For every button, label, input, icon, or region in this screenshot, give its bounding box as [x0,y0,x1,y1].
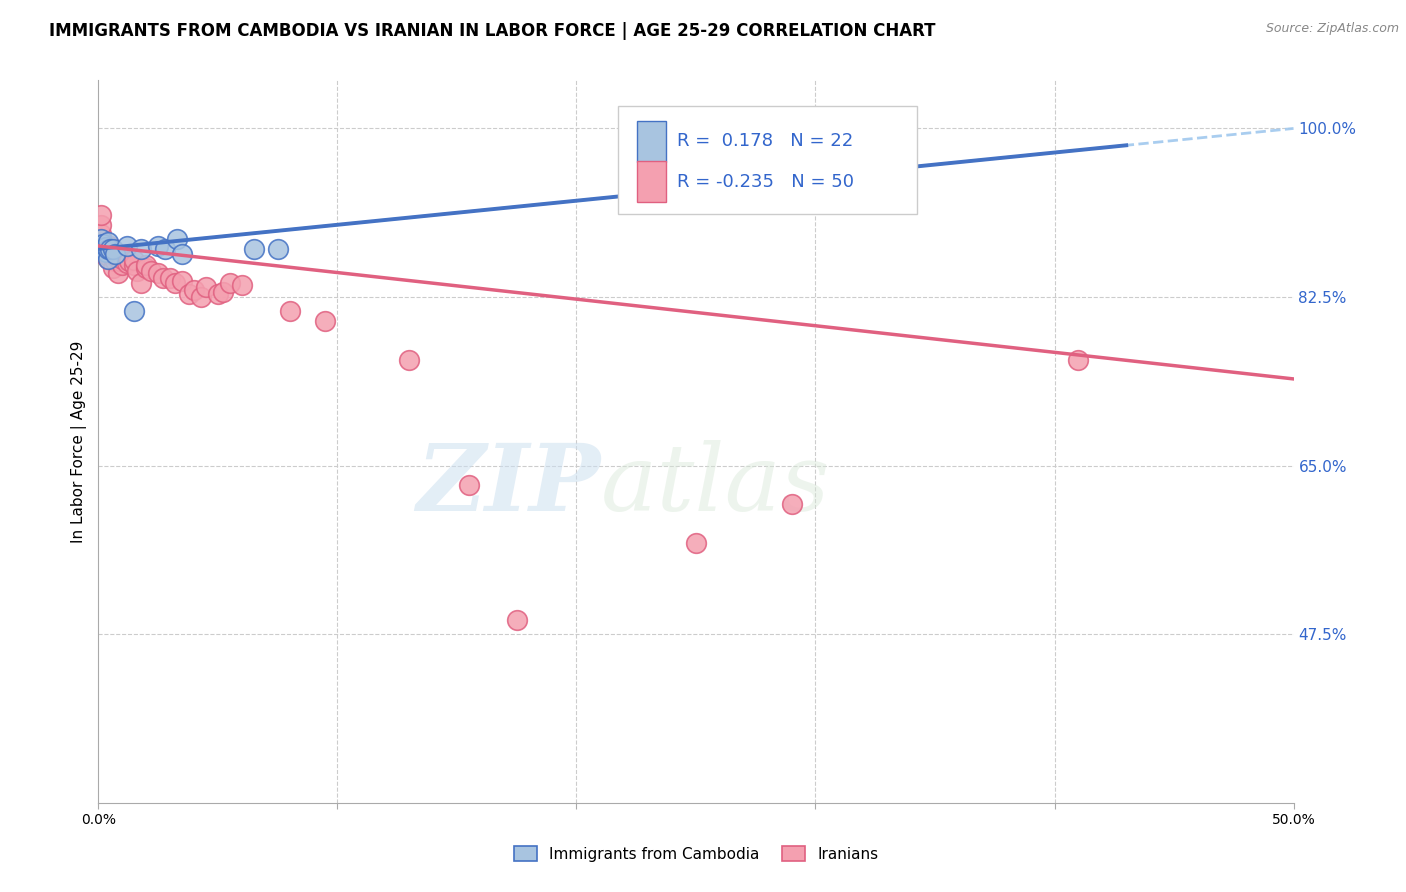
Point [118,254,141,268]
Point [111,252,134,266]
Point [159,270,181,285]
Point [458,478,481,492]
Point [94,242,117,256]
Text: ZIP: ZIP [416,440,600,530]
Point [124,253,146,268]
Point [90,218,112,232]
Point [190,290,212,304]
Point [135,258,157,272]
Point [267,242,290,256]
Point [155,242,177,256]
Point [166,232,188,246]
Point [315,314,337,328]
Point [91,242,114,256]
Point [97,235,120,249]
Point [135,261,157,276]
Point [98,239,122,253]
Point [91,246,114,260]
FancyBboxPatch shape [637,161,666,202]
Point [115,256,138,270]
Point [163,276,186,290]
Point [91,237,114,252]
Point [207,287,229,301]
Point [94,244,117,259]
Point [107,266,129,280]
Point [90,232,112,246]
Point [172,274,194,288]
Point [685,535,707,549]
Point [97,252,120,266]
Point [98,244,122,259]
Point [125,264,148,278]
Point [231,277,253,292]
Point [90,237,112,252]
FancyBboxPatch shape [637,120,666,162]
Text: R = -0.235   N = 50: R = -0.235 N = 50 [676,173,853,191]
Point [243,242,266,256]
Point [278,304,301,318]
Text: atlas: atlas [600,440,830,530]
Point [104,246,127,260]
Point [90,242,112,256]
Point [98,242,122,256]
Point [90,227,112,242]
Point [195,280,218,294]
Point [780,497,803,511]
Point [90,237,112,252]
Point [131,242,153,256]
Point [94,240,117,254]
Point [104,254,127,268]
Point [124,304,146,318]
Text: IMMIGRANTS FROM CAMBODIA VS IRANIAN IN LABOR FORCE | AGE 25-29 CORRELATION CHART: IMMIGRANTS FROM CAMBODIA VS IRANIAN IN L… [49,22,936,40]
Point [108,254,131,268]
Point [398,352,420,367]
Point [104,249,127,263]
Point [1067,352,1090,367]
Text: R =  0.178   N = 22: R = 0.178 N = 22 [676,132,853,151]
Point [211,285,233,300]
Point [90,208,112,222]
Point [114,249,136,263]
Point [111,258,134,272]
Point [124,258,146,272]
Point [97,242,120,256]
Point [131,276,153,290]
Point [115,239,138,253]
Point [172,246,194,260]
Point [148,266,170,280]
FancyBboxPatch shape [619,105,917,214]
Point [97,252,120,266]
Point [152,270,174,285]
Text: Source: ZipAtlas.com: Source: ZipAtlas.com [1265,22,1399,36]
Point [139,264,162,278]
Point [506,613,529,627]
Point [97,249,120,263]
Y-axis label: In Labor Force | Age 25-29: In Labor Force | Age 25-29 [72,341,87,542]
Point [101,261,124,276]
Point [148,239,170,253]
Point [91,237,114,252]
Point [94,246,117,260]
Point [183,283,205,297]
Point [101,242,124,256]
Legend: Immigrants from Cambodia, Iranians: Immigrants from Cambodia, Iranians [508,839,884,868]
Point [219,276,242,290]
Point [179,287,201,301]
